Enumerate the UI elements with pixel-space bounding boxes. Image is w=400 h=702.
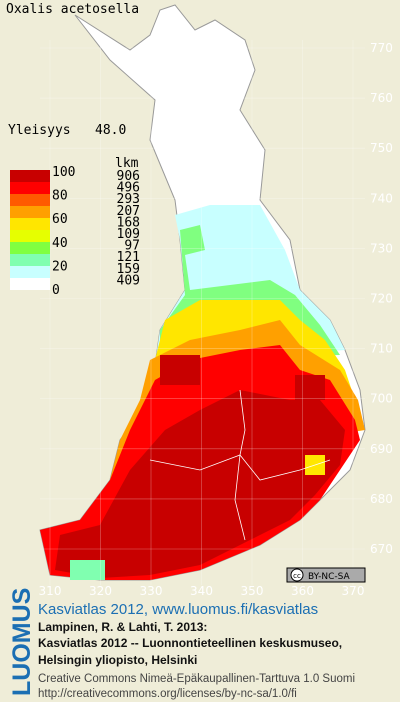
citation-line: Lampinen, R. & Lahti, T. 2013:	[38, 620, 207, 634]
legend-scale-label: 80	[52, 189, 68, 204]
legend-swatch	[10, 182, 50, 194]
species-title: Oxalis acetosella	[6, 2, 139, 17]
count-header: lkm	[115, 156, 139, 171]
y-axis-label: 710	[370, 342, 393, 356]
zone-darkred	[55, 390, 345, 578]
legend-scale-label: 100	[52, 165, 75, 180]
license-badge: cc BY-NC-SA	[286, 567, 366, 583]
y-axis-label: 670	[370, 542, 393, 556]
badge-cc: cc	[293, 572, 301, 580]
y-axis-label: 730	[370, 241, 393, 255]
legend-swatch	[10, 194, 50, 206]
license-line: Creative Commons Nimeä-Epäkaupallinen-Ta…	[38, 673, 355, 685]
legend-swatch	[10, 170, 50, 182]
y-axis-label: 760	[370, 91, 393, 105]
y-axis-label: 700	[370, 392, 393, 406]
citation-line: Kasviatlas 2012 -- Luonnontieteellinen k…	[38, 636, 342, 650]
y-axis-label: 750	[370, 141, 393, 155]
legend-count: 207	[117, 204, 140, 219]
blob-darkred	[295, 375, 325, 400]
grid: 770 760 750 740 730 720 710 700 690 680 670 310 320 3…	[39, 40, 393, 598]
legend-scale-label: 40	[52, 236, 68, 251]
legend-swatch	[10, 254, 50, 266]
region-border	[234, 389, 246, 541]
legend-swatch	[10, 230, 50, 242]
y-axis-label: 680	[370, 492, 393, 506]
legend-count: 121	[117, 250, 140, 265]
license-line: http://creativecommons.org/licenses/by-n…	[38, 688, 297, 700]
legend-count: 906	[117, 169, 140, 184]
y-axis-label: 740	[370, 191, 393, 205]
legend-count: 168	[117, 215, 140, 230]
y-axis-label: 690	[370, 442, 393, 456]
y-axis-label: 720	[370, 292, 393, 306]
legend-swatch	[10, 206, 50, 218]
legend-swatch	[10, 278, 50, 290]
legend-count: 409	[117, 273, 140, 288]
x-axis-label: 310	[39, 584, 62, 598]
x-axis-label: 330	[140, 584, 163, 598]
legend-scale-label: 0	[52, 283, 60, 298]
blob-darkred	[160, 355, 200, 385]
x-axis-label: 320	[89, 584, 112, 598]
badge-license: BY-NC-SA	[308, 572, 351, 582]
badge-circle	[290, 568, 304, 582]
legend-scale-label: 20	[52, 259, 68, 274]
legend-swatch	[10, 218, 50, 230]
legend-count: 496	[117, 181, 140, 196]
legend-count: 97	[124, 239, 140, 254]
map	[39, 4, 366, 581]
frequency-value: 48.0	[95, 123, 126, 138]
legend: 100 80 60 40 20 0 9064962932071681099712115940…	[10, 165, 140, 298]
x-axis-label: 340	[190, 584, 213, 598]
y-axis-label: 770	[370, 41, 393, 55]
blob-cyan	[70, 560, 105, 580]
legend-count: 109	[117, 227, 140, 242]
logo: LUOMUS	[8, 588, 36, 696]
frequency-label: Yleisyys	[8, 123, 71, 138]
x-axis-label: 360	[291, 584, 314, 598]
legend-count: 293	[117, 192, 140, 207]
citation-line: Helsingin yliopisto, Helsinki	[38, 653, 197, 667]
x-axis-label: 350	[241, 584, 264, 598]
legend-swatch	[10, 242, 50, 254]
legend-swatch	[10, 266, 50, 278]
legend-count: 159	[117, 262, 140, 277]
badge-box	[286, 567, 366, 583]
region-border	[149, 454, 331, 481]
atlas-link: Kasviatlas 2012, www.luomus.fi/kasviatla…	[38, 601, 318, 618]
x-axis-label: 370	[342, 584, 365, 598]
legend-scale-label: 60	[52, 212, 68, 227]
